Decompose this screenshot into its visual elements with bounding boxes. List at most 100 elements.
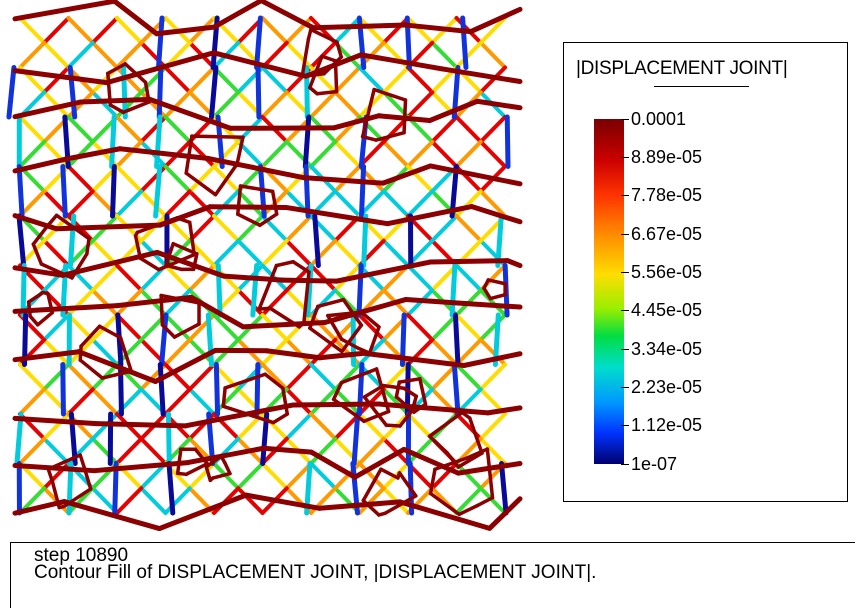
mesh-diagonal — [357, 412, 386, 441]
mesh-diagonal — [333, 189, 362, 218]
mesh-diagonal — [212, 90, 241, 119]
mesh-diagonal — [187, 189, 216, 218]
legend-tick-mark — [621, 195, 629, 197]
mesh-horizontal — [12, 265, 66, 278]
mesh-horizontal — [12, 349, 82, 363]
mesh-diagonal — [42, 238, 71, 268]
mesh-loop — [394, 380, 402, 399]
mesh-vertical — [165, 411, 172, 466]
mesh-vertical — [255, 65, 262, 120]
mesh-diagonal — [309, 90, 338, 119]
mesh-loop — [50, 480, 61, 510]
mesh-vertical — [356, 263, 364, 318]
mesh-diagonal — [66, 40, 95, 70]
mesh-diagonal — [18, 387, 47, 416]
mesh-loop — [204, 454, 223, 469]
mesh-loop — [82, 466, 93, 491]
contour-description: Contour Fill of DISPLACEMENT JOINT, |DIS… — [34, 562, 597, 583]
mesh-diagonal — [333, 238, 362, 268]
mesh-horizontal — [317, 350, 367, 361]
mesh-diagonal — [187, 139, 216, 169]
mesh-loop — [427, 410, 464, 439]
mesh-diagonal — [309, 139, 338, 169]
mesh-diagonal — [18, 115, 47, 144]
mesh-diagonal — [478, 139, 507, 169]
mesh-diagonal — [42, 40, 71, 70]
mesh-loop — [445, 451, 460, 469]
mesh-loop — [187, 220, 196, 257]
mesh-horizontal — [211, 0, 264, 30]
mesh-loop — [374, 367, 391, 414]
mesh-diagonal — [381, 139, 410, 169]
mesh-loop — [258, 212, 279, 228]
mesh-vertical — [159, 312, 169, 367]
mesh-loop — [333, 59, 339, 94]
mesh-diagonal — [115, 90, 144, 119]
mesh-horizontal — [154, 24, 217, 37]
mesh-horizontal — [397, 499, 493, 531]
mesh-diagonal — [163, 387, 192, 416]
mesh-diagonal — [115, 263, 144, 293]
mesh-loop — [309, 27, 339, 44]
mesh-loop — [428, 491, 461, 517]
mesh-diagonal — [236, 238, 265, 268]
legend-tick-label: 8.89e-05 — [631, 146, 703, 167]
mesh-horizontal — [485, 405, 523, 416]
mesh-diagonal — [139, 189, 168, 218]
mesh-loop — [356, 346, 372, 355]
mesh-loop — [427, 434, 449, 455]
mesh-loop — [418, 377, 428, 406]
mesh-diagonal — [66, 263, 95, 293]
mesh-loop — [193, 447, 210, 466]
mesh-viewport[interactable] — [0, 0, 540, 540]
mesh-loop — [383, 494, 418, 515]
mesh-loop — [362, 395, 388, 427]
mesh-diagonal — [454, 40, 483, 70]
mesh-horizontal — [263, 348, 323, 361]
mesh-vertical — [109, 114, 117, 169]
mesh-diagonal — [260, 16, 289, 45]
mesh-diagonal — [478, 115, 507, 144]
mesh-loop — [379, 467, 400, 480]
legend-tick: 7.78e-05 — [621, 185, 702, 207]
mesh-loop — [339, 337, 361, 350]
mesh-horizontal — [12, 213, 59, 232]
mesh-loop — [172, 322, 201, 339]
mesh-diagonal — [163, 288, 192, 317]
mesh-loop — [486, 278, 507, 286]
legend-tick-label: 6.67e-05 — [631, 223, 703, 244]
mesh-diagonal — [212, 214, 241, 243]
mesh-horizontal — [310, 22, 409, 31]
mesh-diagonal — [454, 139, 483, 169]
mesh-horizontal — [462, 300, 523, 310]
mesh-diagonal — [284, 461, 313, 491]
mesh-loop — [360, 87, 376, 139]
mesh-loop — [362, 383, 386, 399]
mesh-diagonal — [115, 436, 144, 466]
mesh-diagonal — [115, 65, 144, 95]
mesh-vertical — [451, 362, 461, 417]
mesh-loop — [335, 40, 344, 59]
mesh-loop — [326, 313, 344, 341]
mesh-loop — [402, 386, 419, 399]
mesh-diagonal — [284, 412, 313, 441]
mesh-vertical — [499, 461, 509, 516]
mesh-diagonal — [478, 313, 507, 342]
mesh-diagonal — [309, 362, 338, 392]
mesh-loop — [308, 326, 344, 354]
mesh-horizontal — [12, 0, 117, 22]
mesh-horizontal — [91, 460, 191, 474]
mesh-diagonal — [309, 263, 338, 293]
mesh-loop — [62, 487, 93, 509]
mesh-horizontal — [461, 351, 523, 368]
mesh-loop — [281, 386, 290, 416]
mesh-loop — [274, 259, 295, 268]
mesh-diagonal — [236, 189, 265, 218]
mesh-loop — [372, 87, 408, 102]
mesh-diagonal — [333, 90, 362, 119]
mesh-diagonal — [430, 313, 459, 342]
mesh-loop — [457, 503, 480, 517]
mesh-diagonal — [42, 139, 71, 169]
mesh-vertical — [115, 312, 124, 367]
legend-tick: 5.56e-05 — [621, 261, 702, 283]
